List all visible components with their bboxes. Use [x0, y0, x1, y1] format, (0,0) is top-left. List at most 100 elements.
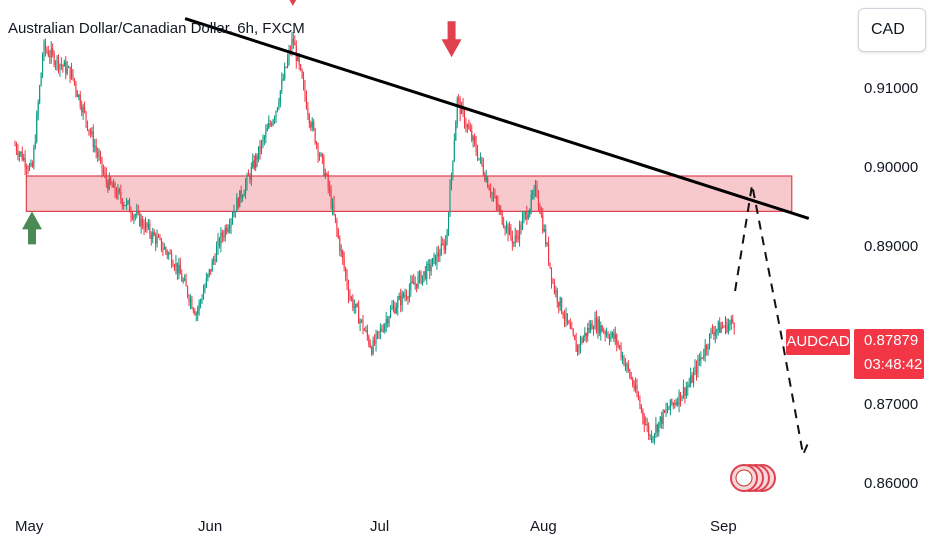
candle-body: [536, 185, 538, 196]
candle-body: [40, 73, 42, 86]
candle-body: [234, 211, 236, 213]
candle-body: [595, 318, 597, 332]
candle-body: [57, 57, 60, 69]
candle-body: [205, 278, 207, 287]
candle-body: [652, 437, 654, 441]
candle-body: [487, 177, 489, 188]
x-tick: May: [15, 518, 44, 535]
candle-body: [503, 223, 505, 228]
candle-body: [278, 102, 280, 108]
candle-body: [294, 43, 296, 46]
candle-body: [429, 263, 431, 272]
candle-body: [426, 264, 428, 279]
candle-body: [340, 250, 342, 252]
candle-body: [131, 215, 133, 219]
candle-body: [387, 319, 389, 324]
y-tick: 0.86000: [864, 475, 919, 492]
candle-body: [31, 163, 33, 167]
candle-body: [698, 359, 700, 361]
candle-body: [716, 329, 718, 332]
candle-body: [653, 433, 655, 438]
candle-body: [176, 262, 178, 274]
candle-body: [172, 264, 174, 267]
candle-body: [302, 78, 305, 85]
candle-body: [385, 319, 387, 325]
candle-body: [350, 297, 352, 299]
currency-button[interactable]: CAD: [858, 8, 926, 52]
candle-body: [252, 160, 254, 168]
candle-body: [681, 396, 683, 401]
candle-body: [664, 410, 666, 413]
candle-body: [268, 123, 270, 129]
x-tick: Sep: [710, 518, 737, 535]
candle-body: [181, 274, 183, 282]
candle-body: [404, 295, 406, 297]
candle-body: [671, 399, 673, 405]
candle-body: [666, 409, 669, 411]
candle-body: [532, 195, 534, 197]
candle-body: [247, 175, 249, 177]
candle-body: [53, 53, 55, 65]
candle-body: [539, 205, 541, 214]
candle-body: [588, 328, 590, 331]
x-tick: Aug: [530, 518, 557, 535]
candle-body: [316, 143, 318, 145]
candle-body: [568, 321, 570, 324]
candle-body: [108, 177, 110, 190]
candle-body: [581, 339, 583, 343]
trendline[interactable]: [184, 17, 810, 220]
candle-body: [85, 111, 87, 122]
candle-body: [458, 98, 460, 101]
candle-body: [146, 222, 148, 228]
candle-body: [362, 319, 364, 330]
candle-body: [173, 266, 176, 268]
candle-body: [640, 406, 642, 410]
candle-body: [427, 263, 429, 265]
candle-body: [175, 262, 177, 268]
candle-body: [501, 211, 503, 224]
candle-body: [159, 237, 161, 239]
candle-body: [608, 337, 611, 340]
candle-body: [430, 266, 432, 272]
candle-body: [33, 147, 35, 167]
arrow-head: [22, 211, 42, 230]
candle-body: [37, 102, 39, 115]
candle-body: [697, 359, 699, 374]
candle-body: [365, 329, 367, 331]
candle-body: [182, 280, 184, 282]
candle-body: [301, 69, 303, 79]
candle-body: [443, 243, 445, 251]
candle-body: [611, 332, 613, 336]
candle-body: [543, 229, 545, 232]
candle-body: [408, 289, 410, 298]
forecast-path[interactable]: [734, 184, 810, 459]
candle-body: [708, 333, 711, 348]
candle-body: [636, 384, 638, 396]
candle-body: [41, 57, 44, 74]
candle-body: [720, 326, 722, 333]
candle-body: [563, 317, 566, 320]
candle-body: [65, 61, 67, 74]
candle-body: [649, 435, 651, 437]
events-icon[interactable]: [730, 464, 776, 492]
candle-body: [253, 160, 255, 169]
candle-body: [246, 175, 248, 184]
candle-body: [226, 227, 228, 232]
candle-body: [284, 66, 286, 79]
candle-body: [81, 106, 83, 113]
candle-body: [540, 213, 542, 215]
candle-body: [359, 320, 361, 324]
candle-body: [188, 295, 190, 302]
candle-body: [704, 345, 706, 356]
candle-body: [677, 402, 679, 405]
candle-body: [417, 276, 419, 288]
resistance-zone[interactable]: [25, 175, 793, 212]
candle-body: [421, 275, 423, 284]
candle-body: [220, 232, 222, 246]
candle-body: [450, 173, 452, 186]
candle-body: [287, 58, 289, 67]
candle-body: [616, 334, 618, 344]
candle-body: [378, 331, 380, 333]
